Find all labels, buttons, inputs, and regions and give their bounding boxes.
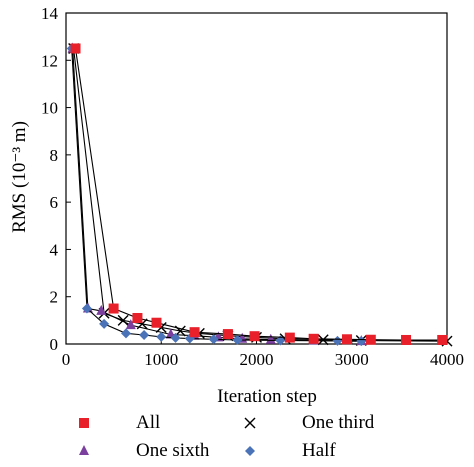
legend-item-one-third: One third — [238, 412, 374, 434]
data-point — [96, 304, 107, 315]
data-point — [170, 332, 181, 343]
x-tick-label: 4000 — [430, 350, 464, 369]
series-line — [72, 48, 362, 342]
data-point — [70, 43, 81, 54]
data-point — [108, 303, 119, 314]
legend-label: One third — [302, 412, 375, 433]
data-point — [265, 333, 276, 344]
data-point — [139, 330, 150, 341]
series-line — [71, 48, 362, 342]
legend-marker — [244, 417, 256, 429]
data-point — [249, 331, 260, 342]
series-line — [73, 48, 448, 342]
data-point — [341, 334, 352, 345]
data-point — [332, 335, 343, 346]
x-tick-label: 3000 — [335, 350, 369, 369]
data-point — [437, 334, 448, 345]
legend: All One third One sixth Half — [0, 406, 474, 467]
legend-item-half: Half — [238, 440, 336, 462]
x-axis-title: Iteration step — [217, 386, 317, 406]
legend-label: Half — [302, 440, 336, 461]
data-point — [151, 317, 162, 328]
x-tick-label: 1000 — [144, 350, 178, 369]
plot-frame — [65, 12, 448, 345]
legend-label: One sixth — [136, 440, 210, 461]
legend-marker-triangle-icon — [72, 440, 130, 462]
x-tick-label: 2000 — [240, 350, 274, 369]
x-tick-label: 0 — [62, 350, 71, 369]
legend-item-all: All — [72, 412, 160, 434]
legend-marker — [245, 446, 255, 456]
legend-marker — [79, 445, 89, 455]
y-tick-label: 8 — [50, 146, 59, 165]
data-point — [308, 333, 319, 344]
data-point — [117, 314, 129, 326]
legend-marker-square-icon — [72, 412, 130, 434]
data-point — [365, 334, 376, 345]
series-half — [66, 43, 367, 347]
data-point — [208, 334, 219, 345]
data-point — [356, 336, 367, 347]
data-point — [401, 334, 412, 345]
data-point — [284, 332, 295, 343]
data-point — [222, 329, 233, 340]
data-point — [317, 334, 329, 346]
data-point — [189, 327, 200, 338]
data-point — [125, 319, 136, 330]
rms-chart: 0 2 4 6 8 10 12 14 0 1000 2000 3000 4000 Iteration s… — [9, 4, 464, 406]
legend-label: All — [136, 412, 161, 433]
data-point — [132, 312, 143, 323]
data-point — [99, 318, 110, 329]
data-point — [275, 335, 286, 346]
legend-item-one-sixth: One sixth — [72, 440, 209, 462]
series-all — [70, 43, 448, 345]
y-tick-label: 4 — [50, 240, 59, 259]
y-axis-title: RMS (10⁻³ m) — [9, 121, 30, 233]
data-point — [156, 331, 167, 342]
series-one-third — [68, 42, 453, 347]
y-tick-label: 10 — [41, 99, 58, 118]
data-point — [232, 334, 243, 345]
y-tick-label: 0 — [50, 335, 59, 354]
y-tick-label: 12 — [41, 51, 58, 70]
data-point — [121, 328, 132, 339]
legend-marker-x-icon — [238, 412, 296, 434]
y-tick-label: 6 — [50, 193, 59, 212]
y-tick-label: 2 — [50, 288, 59, 307]
data-point — [81, 303, 92, 314]
series-line — [74, 48, 443, 341]
legend-marker-diamond-icon — [238, 440, 296, 462]
legend-marker — [79, 418, 89, 428]
y-tick-label: 14 — [41, 4, 59, 23]
series-layer — [66, 42, 453, 347]
